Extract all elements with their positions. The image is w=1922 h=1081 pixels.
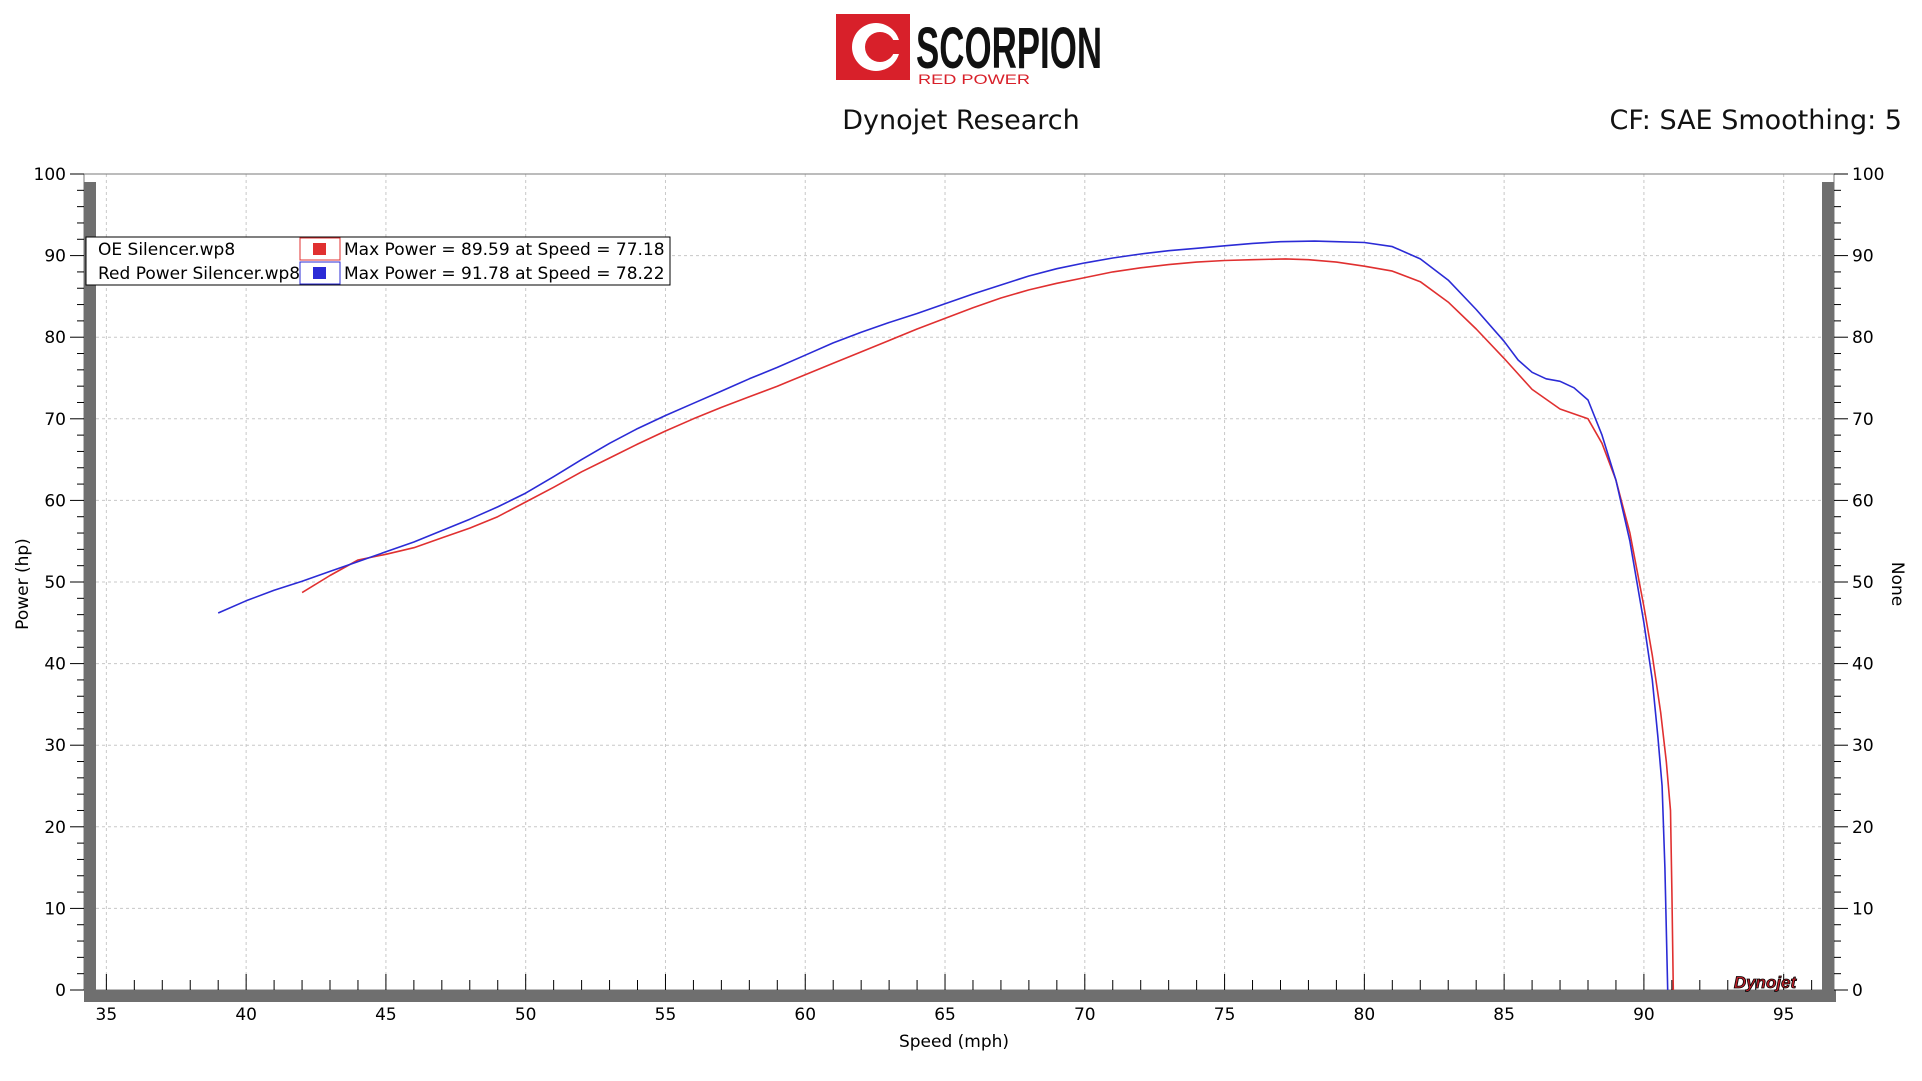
- x-tick-label: 70: [1074, 1005, 1096, 1025]
- x-tick-label: 80: [1354, 1005, 1376, 1025]
- plot-frame: [83, 173, 1836, 1002]
- y-tick-label-right: 20: [1852, 818, 1874, 838]
- series-lines: [217, 240, 1675, 991]
- scorpion-logo: SCORPION RED POWER: [836, 14, 1102, 87]
- y-tick-label-left: 40: [44, 655, 66, 675]
- x-axis-title: Speed (mph): [899, 1032, 1009, 1052]
- x-tick-label: 55: [655, 1005, 677, 1025]
- y-tick-label-right: 10: [1852, 899, 1874, 919]
- legend-series-summary: Max Power = 91.78 at Speed = 78.22: [344, 264, 665, 284]
- right-axis-strip: [1822, 182, 1834, 1002]
- x-axis-strip: [96, 990, 1836, 1002]
- grid: [84, 173, 1834, 991]
- y-tick-label-left: 80: [44, 328, 66, 348]
- x-tick-label: 60: [794, 1005, 816, 1025]
- svg-text:RED POWER: RED POWER: [918, 71, 1030, 87]
- series-line-1: [217, 240, 1669, 991]
- x-tick-label: 45: [375, 1005, 397, 1025]
- x-tick-label: 90: [1633, 1005, 1655, 1025]
- series-line-0: [301, 258, 1675, 991]
- legend-box: [85, 236, 671, 286]
- dynojet-watermark: Dynojet: [1733, 973, 1798, 993]
- legend-swatch: [313, 243, 326, 255]
- x-tick-label: 35: [96, 1005, 118, 1025]
- legend-series-name: OE Silencer.wp8: [98, 240, 235, 260]
- y-axis-title: Power (hp): [13, 538, 33, 630]
- correction-factor-label: CF: SAE Smoothing: 5: [1609, 105, 1902, 136]
- y-tick-label-right: 70: [1852, 410, 1874, 430]
- y-tick-label-left: 30: [44, 736, 66, 756]
- legend[interactable]: OE Silencer.wp8 Max Power = 89.59 at Spee…: [85, 236, 671, 286]
- y-tick-label-right: 50: [1852, 573, 1874, 593]
- left-axis-strip: [84, 182, 96, 1002]
- y-tick-label-right: 30: [1852, 736, 1874, 756]
- x-tick-label: 85: [1493, 1005, 1515, 1025]
- y-tick-label-left: 70: [44, 410, 66, 430]
- svg-text:Dynojet: Dynojet: [1734, 973, 1798, 992]
- legend-series-summary: Max Power = 89.59 at Speed = 77.18: [344, 240, 665, 260]
- y-tick-label-right: 60: [1852, 491, 1874, 511]
- x-tick-label: 65: [934, 1005, 956, 1025]
- y-tick-label-left: 50: [44, 573, 66, 593]
- y-tick-label-right: 90: [1852, 247, 1874, 267]
- y-tick-label-left: 60: [44, 491, 66, 511]
- y-tick-label-right: 0: [1852, 981, 1863, 1001]
- x-tick-label: 95: [1773, 1005, 1795, 1025]
- chart-header-title: Dynojet Research: [842, 105, 1080, 136]
- y-tick-label-right: 100: [1852, 165, 1884, 185]
- y-tick-label-left: 10: [44, 899, 66, 919]
- x-tick-label: 40: [235, 1005, 257, 1025]
- y-tick-label-left: 100: [34, 165, 66, 185]
- y-tick-label-right: 40: [1852, 655, 1874, 675]
- svg-text:SCORPION: SCORPION: [916, 16, 1102, 81]
- y-tick-label-left: 90: [44, 247, 66, 267]
- x-tick-label: 50: [515, 1005, 537, 1025]
- axis-ticks: [70, 173, 1848, 991]
- right-axis-title: None: [1887, 562, 1907, 606]
- x-tick-label: 75: [1214, 1005, 1236, 1025]
- y-tick-label-right: 80: [1852, 328, 1874, 348]
- y-tick-label-left: 0: [55, 981, 66, 1001]
- legend-series-name: Red Power Silencer.wp8: [98, 264, 300, 284]
- tick-labels: 0 0 10 10 20 20 30 30 40 40 50 50 60 60 70 70 80 80 90 90 10…: [34, 165, 1885, 1025]
- plot-border: [83, 173, 1835, 991]
- legend-swatch: [313, 267, 326, 279]
- y-tick-label-left: 20: [44, 818, 66, 838]
